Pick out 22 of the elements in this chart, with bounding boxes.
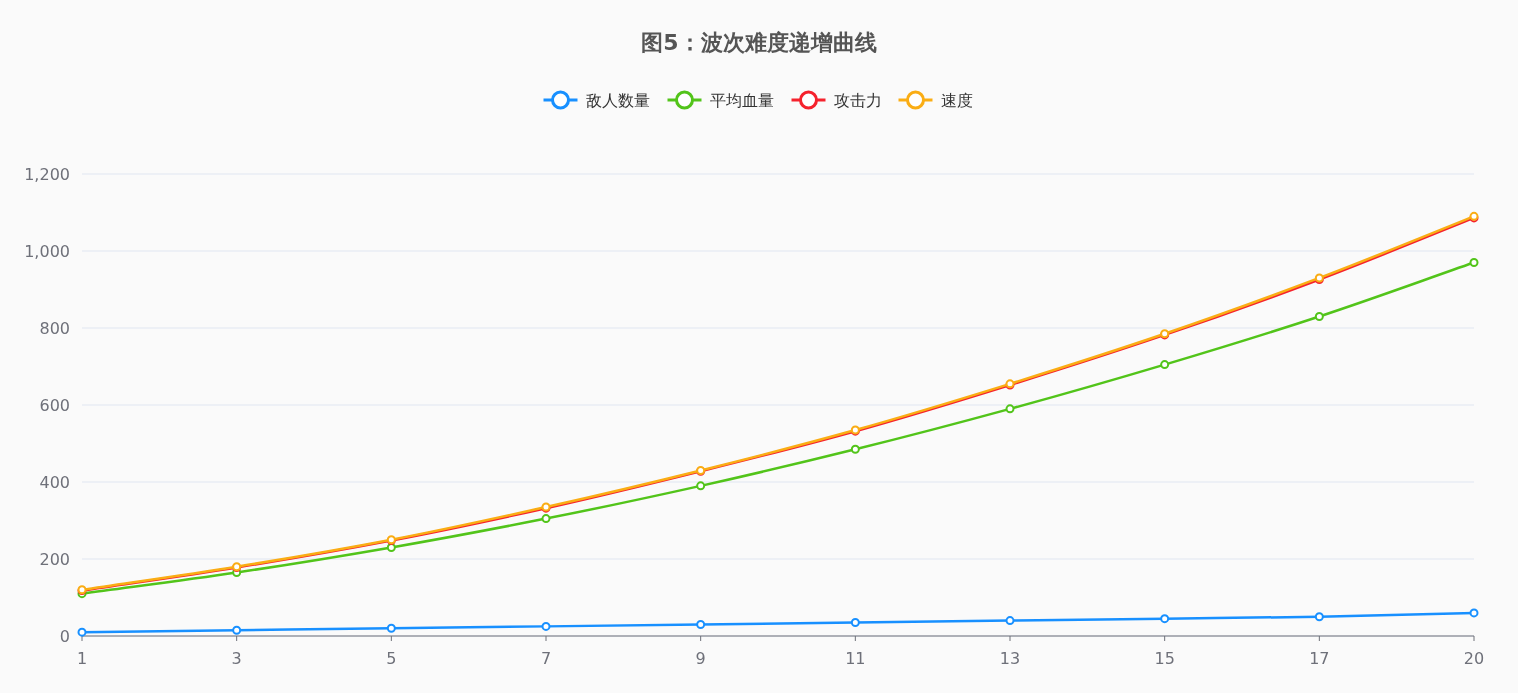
legend-label: 速度 bbox=[940, 91, 973, 110]
y-tick-label: 1,200 bbox=[24, 165, 70, 184]
x-tick-label: 7 bbox=[540, 649, 552, 668]
x-tick-label: 3 bbox=[231, 649, 242, 668]
y-tick-label: 1,000 bbox=[24, 242, 70, 261]
chart-title: 图5：波次难度递增曲线 bbox=[641, 30, 877, 55]
y-tick-label: 0 bbox=[59, 627, 70, 646]
x-tick-label: 17 bbox=[1309, 649, 1330, 668]
y-tick-label: 600 bbox=[39, 396, 70, 415]
y-tick-label: 400 bbox=[39, 473, 70, 492]
legend-label: 敌人数量 bbox=[585, 91, 650, 110]
x-tick-label: 20 bbox=[1463, 649, 1485, 668]
x-tick-label: 5 bbox=[386, 649, 397, 668]
y-tick-label: 800 bbox=[39, 319, 70, 338]
legend-label: 平均血量 bbox=[709, 91, 774, 110]
x-tick-label: 15 bbox=[1154, 649, 1175, 668]
x-tick-label: 9 bbox=[695, 649, 706, 668]
legend-label: 攻击力 bbox=[833, 91, 882, 110]
x-tick-label: 1 bbox=[76, 649, 88, 668]
x-tick-label: 13 bbox=[999, 649, 1021, 668]
y-tick-label: 200 bbox=[39, 550, 70, 569]
x-tick-label: 11 bbox=[845, 649, 866, 668]
